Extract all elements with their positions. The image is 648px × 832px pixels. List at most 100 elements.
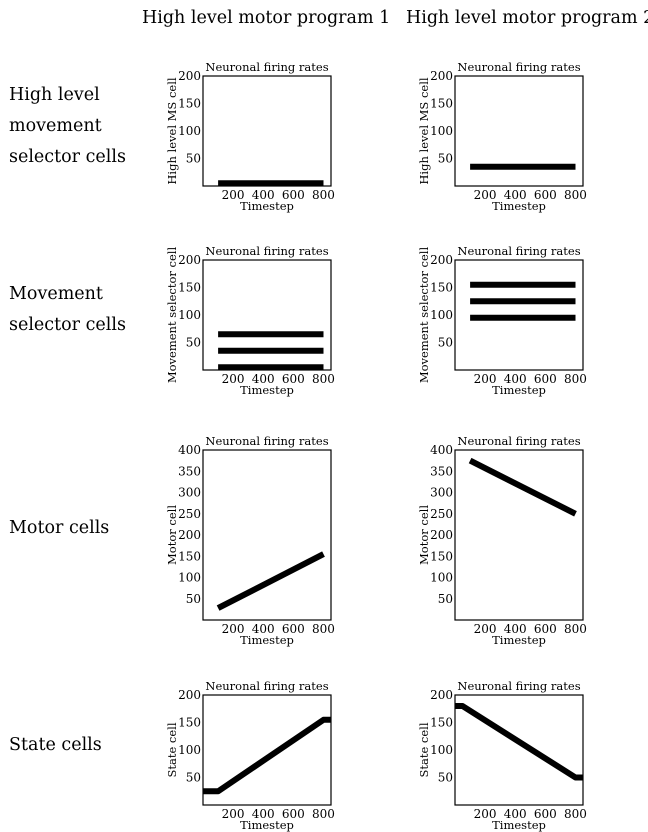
chart-title: Neuronal firing rates: [205, 679, 328, 693]
x-tick-label: 600: [282, 372, 305, 386]
y-tick-label: 200: [430, 688, 453, 702]
y-tick-label: 200: [178, 688, 201, 702]
plot-frame: [454, 75, 584, 187]
x-tick-label: 800: [564, 372, 587, 386]
series-line: [216, 551, 325, 611]
y-tick-label: 200: [430, 253, 453, 267]
chart-title: Neuronal firing rates: [457, 679, 580, 693]
y-tick-label: 400: [178, 443, 201, 457]
y-tick-label: 350: [178, 464, 201, 478]
chart-title: Neuronal firing rates: [205, 244, 328, 258]
y-tick-label: 150: [430, 716, 453, 730]
x-tick-label: 400: [252, 372, 275, 386]
x-tick-label: 200: [222, 188, 245, 202]
x-tick-label: 800: [564, 188, 587, 202]
chart-title: Neuronal firing rates: [205, 434, 328, 448]
chart-title: Neuronal firing rates: [457, 60, 580, 74]
y-tick-label: 150: [178, 716, 201, 730]
x-tick-label: 800: [312, 622, 335, 636]
x-tick-label: 600: [534, 188, 557, 202]
y-tick-label: 200: [178, 69, 201, 83]
x-tick-label: 200: [222, 807, 245, 821]
y-tick-label: 100: [430, 571, 453, 585]
y-axis-label: High level MS cell: [417, 77, 431, 184]
x-tick-label: 600: [282, 188, 305, 202]
x-tick-label: 200: [474, 188, 497, 202]
x-tick-label: 200: [222, 372, 245, 386]
x-tick-label: 400: [504, 372, 527, 386]
y-tick-label: 250: [178, 507, 201, 521]
y-axis-label: Movement selector cell: [165, 247, 179, 384]
y-tick-label: 300: [178, 486, 201, 500]
y-tick-label: 350: [430, 464, 453, 478]
row-label-line: State cells: [9, 735, 102, 755]
y-tick-label: 50: [186, 152, 201, 166]
x-tick-label: 800: [312, 807, 335, 821]
x-tick-label: 600: [534, 807, 557, 821]
y-axis-label: Motor cell: [165, 505, 179, 565]
y-tick-label: 50: [438, 592, 453, 606]
y-tick-label: 150: [430, 281, 453, 295]
y-tick-label: 150: [430, 549, 453, 563]
x-tick-label: 200: [222, 622, 245, 636]
y-tick-label: 200: [430, 528, 453, 542]
y-tick-label: 400: [430, 443, 453, 457]
plot-frame: [202, 449, 332, 621]
row-label-motor-cells: Motor cells: [9, 513, 109, 544]
row-label-line: selector cells: [9, 315, 126, 335]
x-tick-label: 600: [282, 622, 305, 636]
row-label-line: Motor cells: [9, 518, 110, 538]
series-line: [203, 716, 331, 795]
y-tick-label: 200: [178, 528, 201, 542]
x-tick-label: 600: [534, 622, 557, 636]
x-axis-label: Timestep: [240, 199, 294, 213]
y-tick-label: 50: [438, 771, 453, 785]
y-tick-label: 300: [430, 486, 453, 500]
row-label-high-level-ms: High level movement selector cells: [9, 80, 126, 173]
y-axis-label: State cell: [417, 722, 431, 777]
row-label-state-cells: State cells: [9, 730, 102, 761]
y-tick-label: 200: [178, 253, 201, 267]
x-tick-label: 400: [252, 807, 275, 821]
y-tick-label: 150: [178, 549, 201, 563]
plot-frame: [202, 75, 332, 187]
x-axis-label: Timestep: [240, 633, 294, 647]
x-tick-label: 200: [474, 372, 497, 386]
x-tick-label: 400: [504, 807, 527, 821]
y-tick-label: 150: [178, 97, 201, 111]
row-label-line: Movement: [9, 284, 103, 304]
x-tick-label: 800: [312, 372, 335, 386]
y-tick-label: 150: [430, 97, 453, 111]
series-line: [455, 703, 583, 781]
column-title-1: High level motor program 1: [142, 8, 391, 28]
x-tick-label: 400: [504, 188, 527, 202]
y-axis-label: Motor cell: [417, 505, 431, 565]
x-axis-label: Timestep: [492, 199, 546, 213]
y-axis-label: Movement selector cell: [417, 247, 431, 384]
plot-frame: [202, 694, 332, 806]
series-line: [468, 457, 577, 517]
x-axis-label: Timestep: [492, 633, 546, 647]
x-tick-label: 400: [252, 188, 275, 202]
y-tick-label: 100: [178, 308, 201, 322]
chart-title: Neuronal firing rates: [457, 244, 580, 258]
y-tick-label: 100: [430, 308, 453, 322]
y-axis-label: High level MS cell: [165, 77, 179, 184]
x-tick-label: 200: [474, 807, 497, 821]
x-axis-label: Timestep: [492, 818, 546, 832]
x-tick-label: 800: [564, 807, 587, 821]
x-tick-label: 400: [504, 622, 527, 636]
x-tick-label: 400: [252, 622, 275, 636]
y-tick-label: 50: [438, 336, 453, 350]
x-tick-label: 200: [474, 622, 497, 636]
y-tick-label: 50: [186, 771, 201, 785]
column-title-2: High level motor program 2: [406, 8, 648, 28]
y-tick-label: 100: [430, 743, 453, 757]
row-label-line: movement: [9, 116, 102, 136]
y-tick-label: 50: [186, 336, 201, 350]
x-tick-label: 600: [534, 372, 557, 386]
plot-frame: [454, 694, 584, 806]
x-axis-label: Timestep: [492, 383, 546, 397]
y-tick-label: 100: [178, 743, 201, 757]
